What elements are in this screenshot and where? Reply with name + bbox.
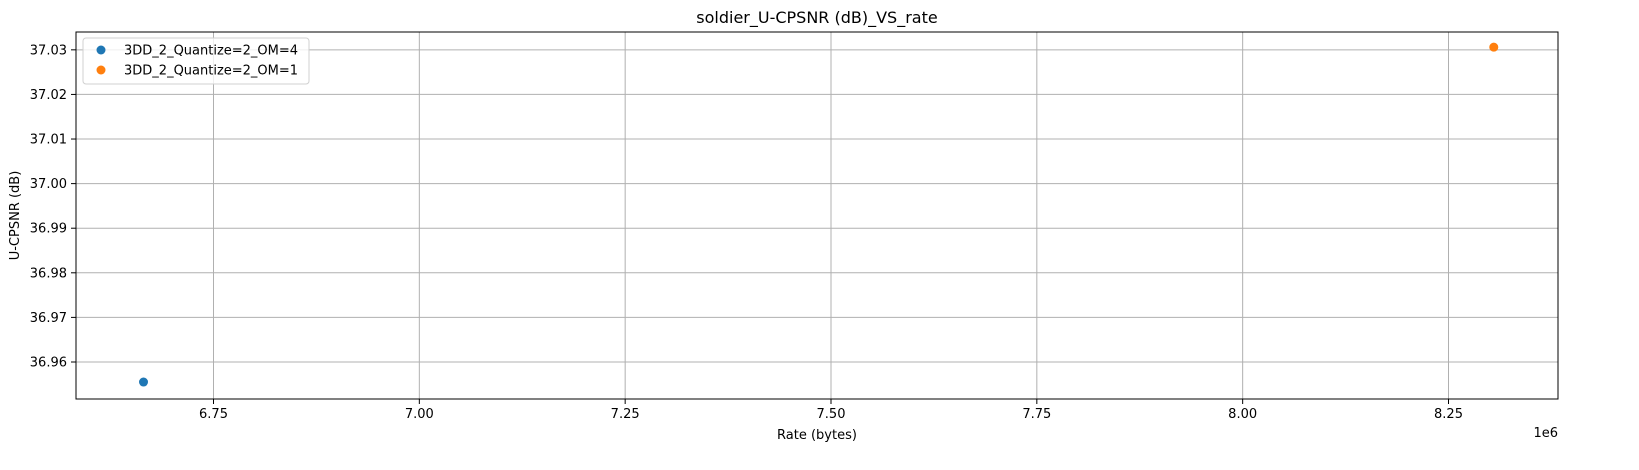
x-tick-label: 6.75 [199, 407, 228, 422]
data-point [1489, 42, 1499, 52]
legend-label: 3DD_2_Quantize=2_OM=4 [124, 44, 298, 59]
y-tick-label: 36.98 [30, 266, 67, 281]
legend: 3DD_2_Quantize=2_OM=4 3DD_2_Quantize=2_OM… [82, 37, 310, 85]
x-axis-offset-label: 1e6 [1533, 426, 1558, 441]
grid [76, 32, 1558, 399]
x-axis-label: Rate (bytes) [777, 428, 857, 443]
chart-title: soldier_U-CPSNR (dB)_VS_rate [696, 8, 937, 28]
x-tick-label: 7.50 [817, 407, 846, 422]
y-tick-label: 37.03 [30, 43, 67, 58]
data-point [139, 377, 149, 387]
y-tick-label: 36.96 [30, 355, 67, 370]
axis-ticks: 6.75 7.00 7.25 7.50 7.75 8.00 8.25 36.96 36.97 36… [30, 43, 1463, 422]
data-points [139, 42, 1499, 387]
x-tick-label: 7.75 [1022, 407, 1051, 422]
y-tick-label: 37.01 [30, 133, 67, 148]
y-tick-label: 36.97 [30, 311, 67, 326]
y-tick-label: 37.02 [30, 88, 67, 103]
legend-frame [82, 37, 310, 85]
x-tick-label: 7.25 [611, 407, 640, 422]
legend-marker [96, 45, 106, 55]
y-axis-label: U-CPSNR (dB) [8, 171, 23, 261]
x-tick-label: 7.00 [405, 407, 434, 422]
plot-area [75, 31, 1559, 400]
x-tick-label: 8.25 [1434, 407, 1463, 422]
x-tick-label: 8.00 [1228, 407, 1257, 422]
legend-label: 3DD_2_Quantize=2_OM=1 [124, 64, 298, 79]
legend-marker [96, 65, 106, 75]
y-tick-label: 36.99 [30, 222, 67, 237]
y-tick-label: 37.00 [30, 177, 67, 192]
